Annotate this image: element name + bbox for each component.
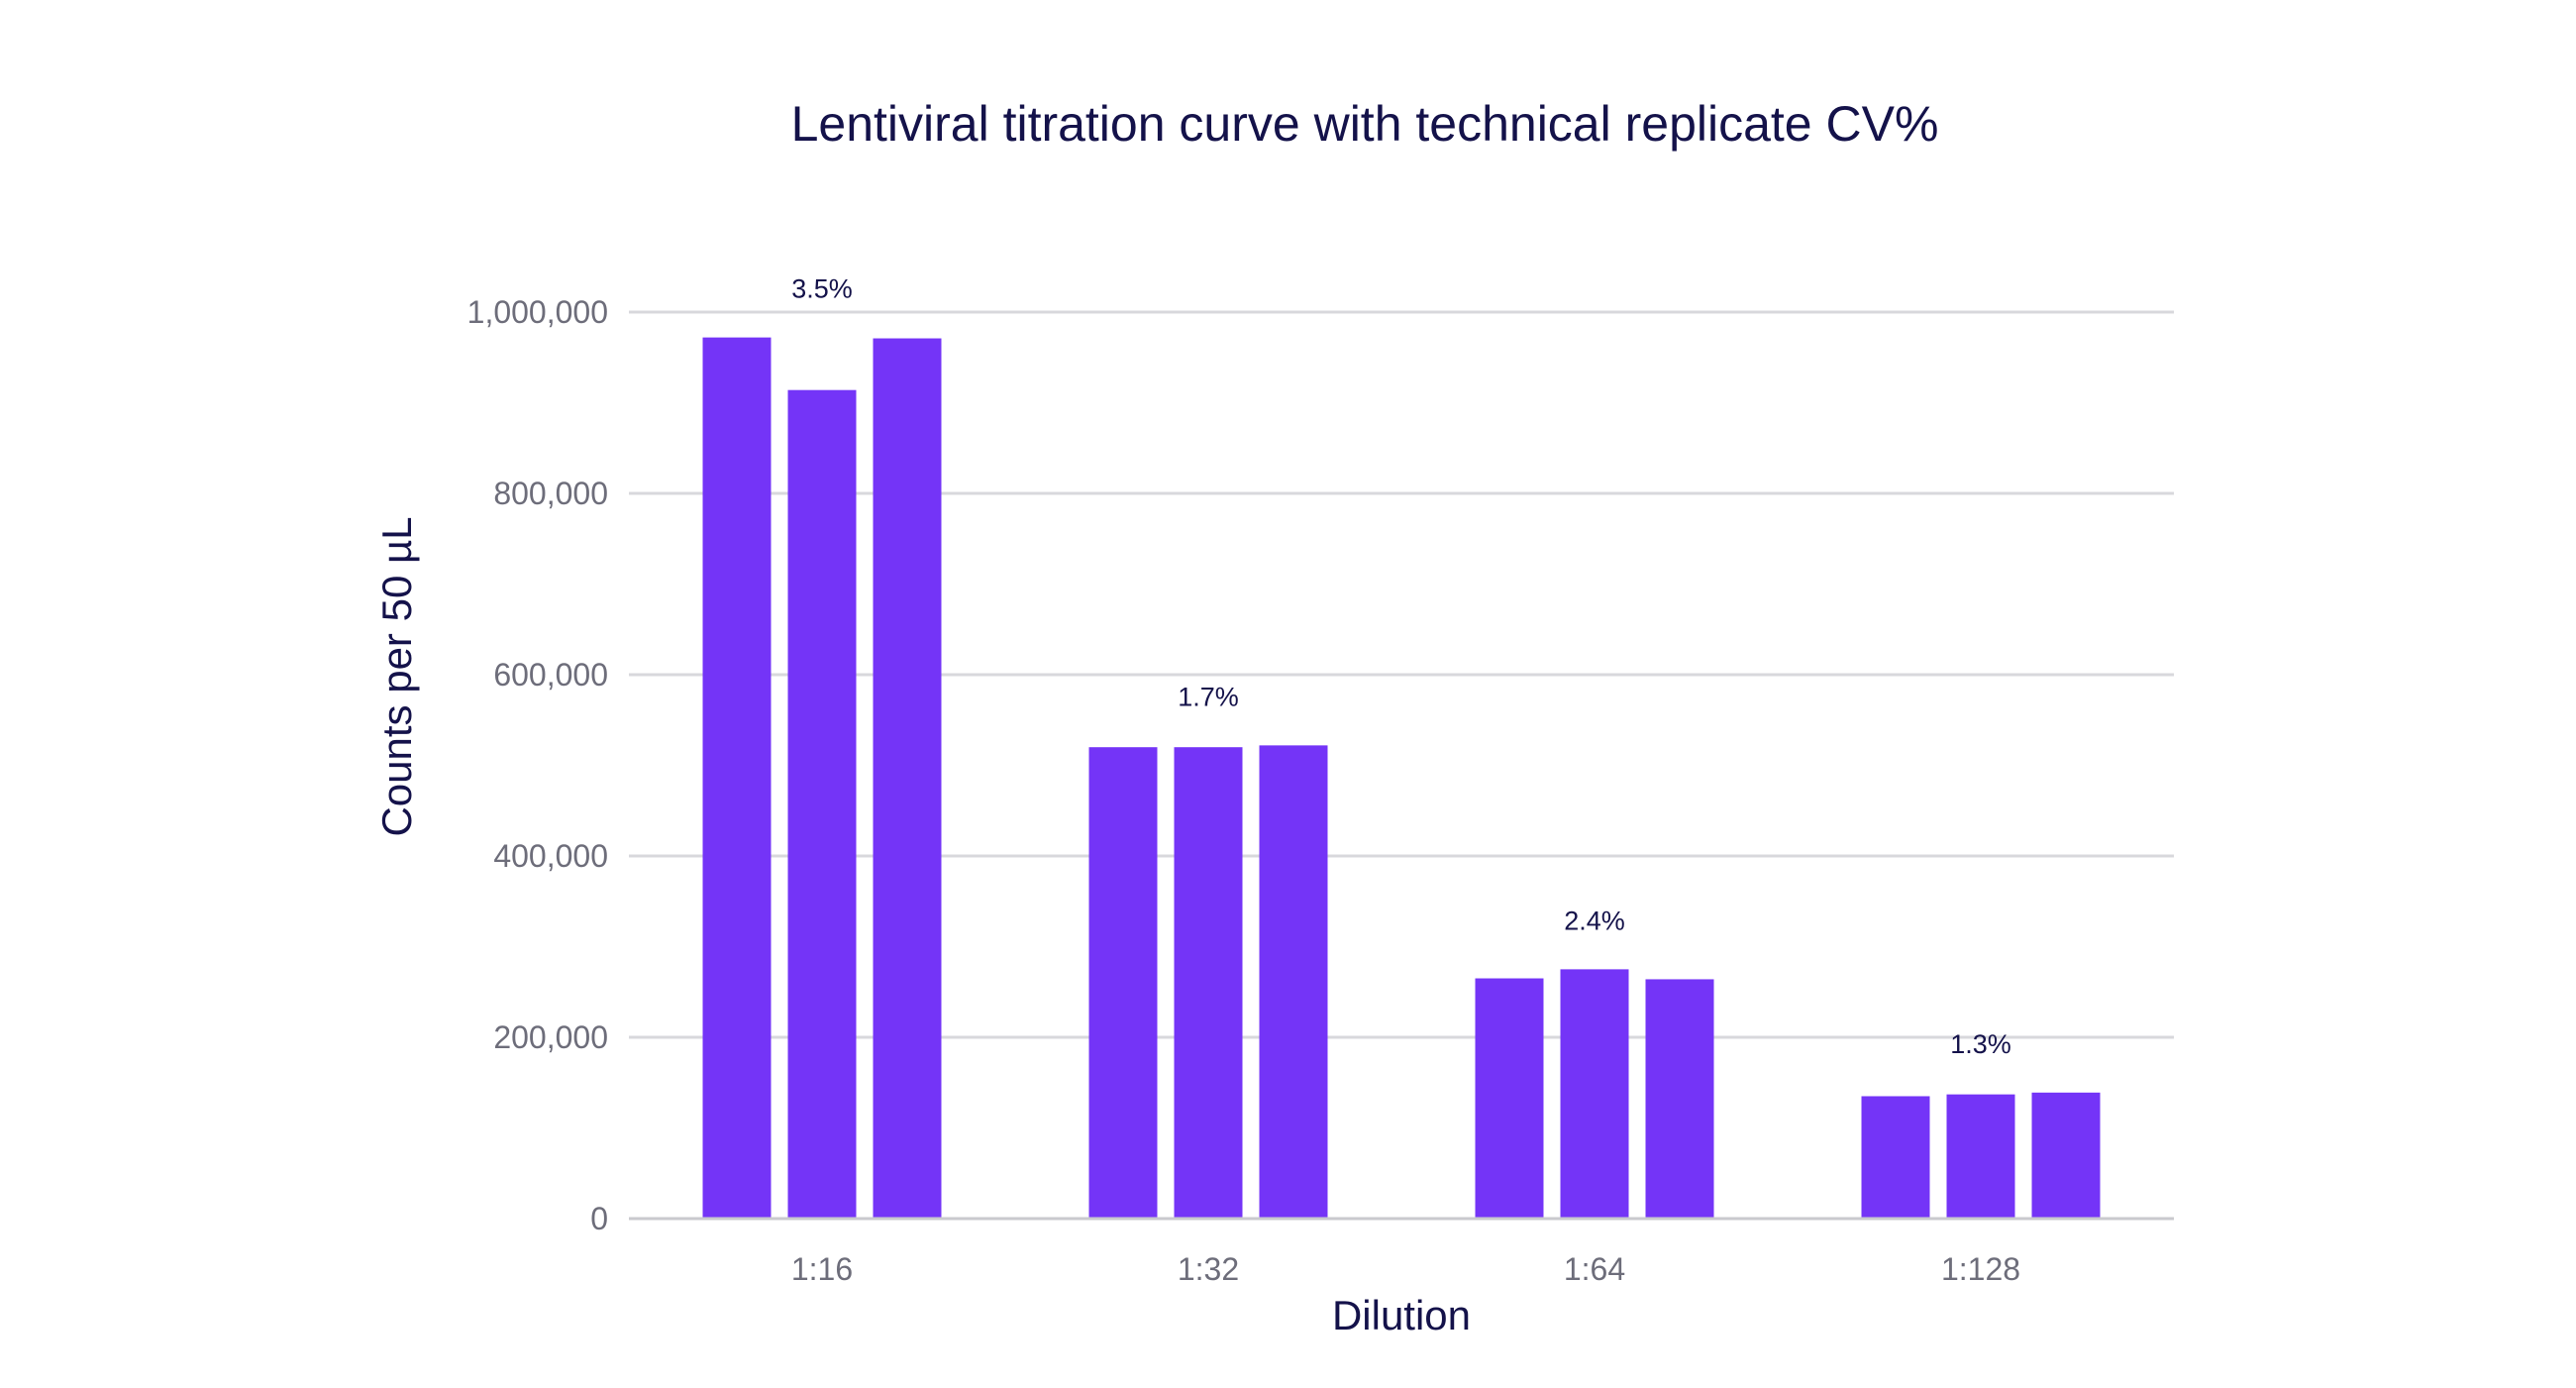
- gridlines: [629, 310, 2174, 1039]
- y-tick-label: 0: [590, 1201, 608, 1236]
- y-tick-label: 800,000: [493, 476, 608, 511]
- y-axis-label: Counts per 50 µL: [373, 516, 420, 836]
- x-tick-label: 1:32: [1178, 1251, 1239, 1287]
- bar: [1259, 745, 1328, 1219]
- bars: [702, 337, 2101, 1219]
- x-tick-label: 1:128: [1941, 1251, 2020, 1287]
- y-axis-ticks: 0 200,000 400,000 600,000 800,000 1,000,000: [467, 294, 608, 1236]
- y-tick-label: 1,000,000: [467, 294, 608, 330]
- bar: [787, 389, 857, 1219]
- bar: [2031, 1092, 2101, 1219]
- cv-label: 2.4%: [1564, 906, 1625, 935]
- y-tick-label: 400,000: [493, 838, 608, 874]
- x-axis-label: Dilution: [1332, 1292, 1471, 1338]
- bar: [1946, 1094, 2015, 1219]
- bar: [702, 337, 772, 1219]
- cv-label: 3.5%: [791, 274, 853, 304]
- chart-title: Lentiviral titration curve with technica…: [791, 96, 1939, 152]
- cv-label: 1.7%: [1178, 682, 1239, 711]
- bar: [1861, 1096, 1930, 1219]
- bar: [1475, 978, 1544, 1219]
- y-tick-label: 600,000: [493, 657, 608, 693]
- cv-labels: 3.5% 1.7% 2.4% 1.3%: [791, 274, 2011, 1059]
- bar: [1560, 969, 1629, 1219]
- y-tick-label: 200,000: [493, 1019, 608, 1055]
- bar: [1174, 747, 1243, 1219]
- bar: [873, 338, 942, 1219]
- bar: [1645, 979, 1714, 1219]
- x-tick-label: 1:64: [1564, 1251, 1625, 1287]
- x-axis-ticks: 1:16 1:32 1:64 1:128: [791, 1251, 2020, 1287]
- x-tick-label: 1:16: [791, 1251, 853, 1287]
- cv-label: 1.3%: [1950, 1029, 2011, 1059]
- bar: [1088, 747, 1158, 1219]
